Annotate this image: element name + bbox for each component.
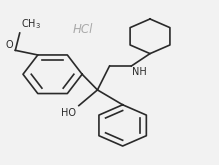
Text: O: O — [5, 39, 13, 49]
Text: HCl: HCl — [73, 23, 94, 36]
Text: CH$_3$: CH$_3$ — [21, 17, 41, 31]
Text: NH: NH — [132, 67, 147, 77]
Text: HO: HO — [61, 108, 76, 118]
